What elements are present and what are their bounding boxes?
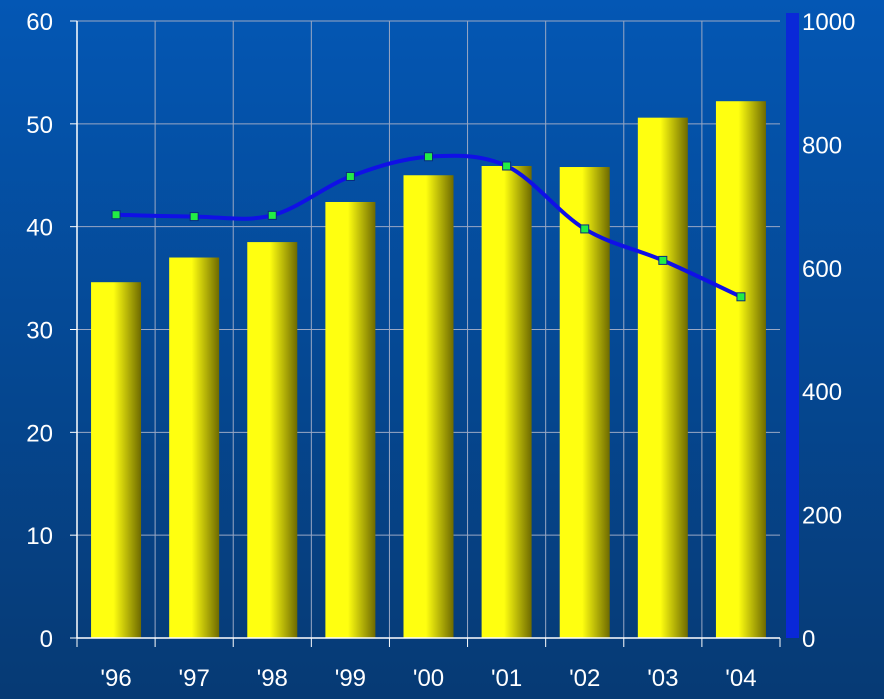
bar [481, 165, 532, 638]
line-point [345, 171, 355, 181]
x-tick-label: '01 [491, 665, 522, 692]
x-tick-label: '98 [257, 665, 288, 692]
x-tick-label: '04 [725, 665, 756, 692]
bar [403, 175, 454, 638]
bar [637, 117, 688, 638]
line-point [267, 210, 277, 220]
bar-series [91, 101, 766, 639]
bar [91, 282, 142, 638]
line-point [736, 292, 746, 302]
x-tick-label: '96 [100, 665, 131, 692]
y2-tick-label: 800 [802, 132, 842, 159]
axes [70, 13, 799, 647]
line-series [111, 152, 746, 302]
bar [247, 242, 298, 638]
y-tick-label: 20 [26, 420, 53, 447]
y-axis-right [786, 13, 799, 638]
bar [715, 101, 766, 638]
x-tick-label: '03 [647, 665, 678, 692]
x-tick-label: '00 [413, 665, 444, 692]
bar [169, 257, 220, 638]
y-tick-label: 50 [26, 112, 53, 139]
line-point [580, 224, 590, 234]
line-point [502, 161, 512, 171]
y-tick-label: 10 [26, 523, 53, 550]
x-tick-label: '99 [335, 665, 366, 692]
x-tick-label: '97 [179, 665, 210, 692]
y2-tick-label: 400 [802, 379, 842, 406]
y-tick-label: 40 [26, 215, 53, 242]
line-point [111, 210, 121, 220]
y-tick-label: 60 [26, 9, 53, 36]
y2-tick-label: 0 [802, 626, 815, 653]
bar [559, 167, 610, 639]
y2-tick-label: 1000 [802, 9, 855, 36]
x-tick-label: '02 [569, 665, 600, 692]
line-point [424, 152, 433, 162]
tick-labels: 0 10 20 30 40 50 60 '96 '97 '98 '99 '00 '01 '02 '03 '04… [26, 9, 855, 692]
y2-tick-label: 600 [802, 256, 842, 283]
y-tick-label: 30 [26, 318, 53, 345]
y2-tick-label: 200 [802, 503, 842, 530]
line-point [658, 255, 668, 265]
line-point [189, 212, 199, 222]
y-tick-label: 0 [40, 626, 53, 653]
bar [325, 201, 376, 638]
